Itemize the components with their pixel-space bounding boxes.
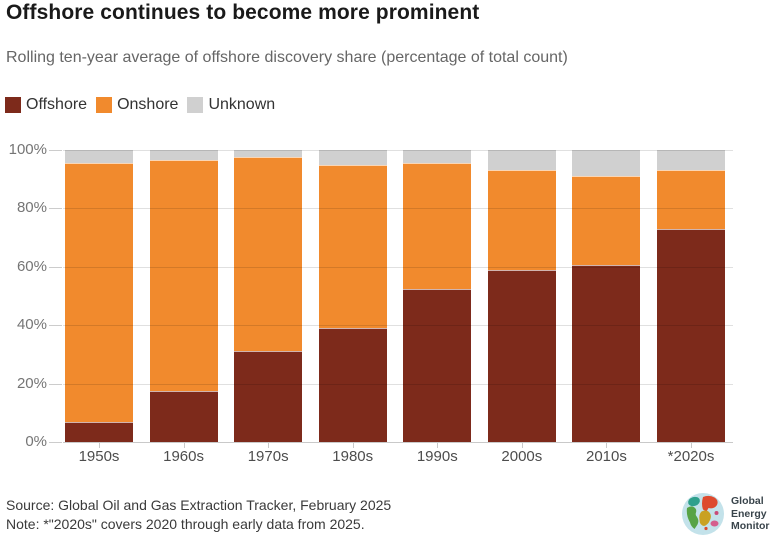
x-axis-tick xyxy=(437,443,439,448)
x-axis-tick xyxy=(183,443,185,448)
segment-offshore-2010s[interactable] xyxy=(572,265,641,442)
logo-line: Energy xyxy=(731,507,767,520)
y-axis-tick xyxy=(49,325,62,327)
x-axis-tick xyxy=(691,443,692,448)
segment-unknown-2000s[interactable] xyxy=(487,150,556,171)
segment-unknown-1990s[interactable] xyxy=(403,150,472,164)
segment-unknown-1970s[interactable] xyxy=(234,150,303,158)
x-axis-tick xyxy=(99,443,100,448)
offshore-swatch-icon xyxy=(5,97,21,113)
x-axis-line xyxy=(63,442,733,443)
logo-wordmark: Global Energy Monitor xyxy=(731,495,770,533)
bar-group-1970s[interactable] xyxy=(234,150,303,442)
x-axis-label: 1990s xyxy=(416,448,458,465)
x-axis-tick xyxy=(268,443,270,448)
x-axis-tick xyxy=(352,443,354,448)
plot-area: 0% 20% 40% 60% 80% 100% 1950s 1960s 1970s 1980s 19… xyxy=(9,141,733,465)
x-axis-label: 2010s xyxy=(585,448,627,465)
y-axis-tick xyxy=(49,266,62,268)
gridline-100 xyxy=(63,150,733,151)
bar-group-1950s[interactable] xyxy=(65,150,133,442)
x-axis-label: 2000s xyxy=(501,448,543,465)
x-axis-label: 1950s xyxy=(78,448,120,465)
y-axis-label: 40% xyxy=(16,316,47,334)
segment-offshore-1950s[interactable] xyxy=(65,421,133,442)
x-axis-label: 1980s xyxy=(332,448,374,465)
legend-label-offshore: Offshore xyxy=(26,96,88,113)
segment-unknown-1980s[interactable] xyxy=(318,150,387,165)
gridline-60 xyxy=(63,266,733,268)
globe-icon xyxy=(682,493,724,535)
y-axis-tick xyxy=(49,208,62,210)
legend-item-unknown: Unknown xyxy=(187,96,275,114)
footer-notes: Source: Global Oil and Gas Extraction Tr… xyxy=(6,496,391,534)
onshore-swatch-icon xyxy=(96,97,113,113)
segment-offshore-2000s[interactable] xyxy=(487,269,556,442)
legend-item-onshore: Onshore xyxy=(96,96,178,114)
x-axis-label: 1970s xyxy=(247,448,289,465)
y-axis-tick xyxy=(49,442,62,443)
chart-title: Offshore continues to become more promin… xyxy=(6,1,480,24)
segment-onshore-1990s[interactable] xyxy=(403,163,472,289)
segment-unknown-1950s[interactable] xyxy=(65,150,133,164)
source-note: Source: Global Oil and Gas Extraction Tr… xyxy=(6,497,392,513)
segment-onshore-1960s[interactable] xyxy=(149,160,218,391)
gridline-80 xyxy=(63,208,733,210)
unknown-swatch-icon xyxy=(187,97,204,113)
bar-group-1990s[interactable] xyxy=(403,150,472,442)
gridline-20 xyxy=(63,383,733,385)
segment-unknown-1960s[interactable] xyxy=(149,150,218,161)
segment-offshore-1970s[interactable] xyxy=(234,351,303,442)
bar-group-2000s[interactable] xyxy=(487,150,556,442)
y-axis-tick xyxy=(49,383,62,385)
segment-offshore-1990s[interactable] xyxy=(403,288,472,442)
y-axis-tick xyxy=(49,150,62,151)
chart-subtitle: Rolling ten-year average of offshore dis… xyxy=(6,49,568,66)
segment-onshore-2000s[interactable] xyxy=(487,170,556,270)
legend-label-onshore: Onshore xyxy=(117,96,179,113)
segment-offshore-1980s[interactable] xyxy=(318,328,387,442)
x-axis-label: *2020s xyxy=(667,448,715,465)
logo-line: Monitor xyxy=(731,520,770,533)
x-axis-tick xyxy=(521,443,523,448)
y-axis-label: 100% xyxy=(8,141,47,158)
logo-line: Global xyxy=(731,495,764,508)
segment-onshore-1950s[interactable] xyxy=(65,163,133,422)
legend-item-offshore: Offshore xyxy=(5,96,87,114)
segment-onshore-2010s[interactable] xyxy=(572,176,641,266)
segment-onshore-2020s[interactable] xyxy=(657,170,725,229)
bar-group-1980s[interactable] xyxy=(318,150,387,442)
x-axis-tick xyxy=(606,443,608,448)
segment-unknown-2020s[interactable] xyxy=(657,150,725,171)
gridline-40 xyxy=(63,325,733,327)
gem-logo: Global Energy Monitor xyxy=(681,492,770,536)
legend-label-unknown: Unknown xyxy=(208,96,276,113)
y-axis-label: 60% xyxy=(16,257,47,275)
y-axis-label: 0% xyxy=(25,433,47,450)
y-axis-label: 20% xyxy=(16,374,47,392)
segment-onshore-1980s[interactable] xyxy=(318,164,387,329)
segment-offshore-2020s[interactable] xyxy=(657,228,725,442)
y-axis-label: 80% xyxy=(16,199,47,217)
segment-unknown-2010s[interactable] xyxy=(572,150,641,177)
bar-group-2020s[interactable] xyxy=(657,150,725,442)
bar-group-1960s[interactable] xyxy=(149,150,218,442)
legend: Offshore Onshore Unknown xyxy=(5,96,284,114)
segment-onshore-1970s[interactable] xyxy=(234,157,303,352)
asterisk-note: Note: *"2020s" covers 2020 through early… xyxy=(6,516,365,532)
segment-offshore-1960s[interactable] xyxy=(149,390,218,442)
bar-group-2010s[interactable] xyxy=(572,150,641,442)
x-axis-label: 1960s xyxy=(163,448,204,465)
